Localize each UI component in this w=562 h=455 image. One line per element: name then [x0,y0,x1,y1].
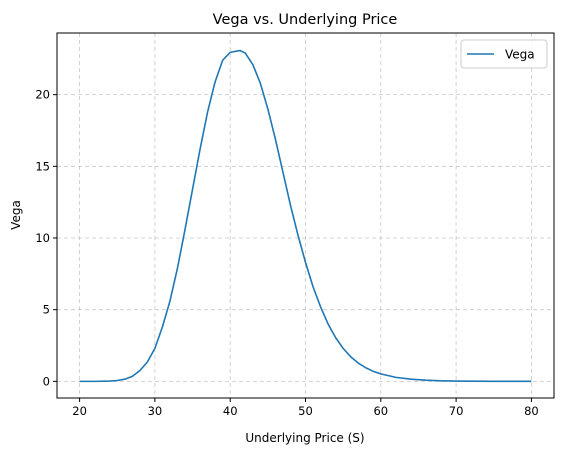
y-tick-label: 10 [35,231,50,245]
chart-title: Vega vs. Underlying Price [213,12,398,28]
y-tick-label: 20 [35,88,50,102]
y-tick-label: 5 [43,303,50,317]
grid [57,33,554,398]
y-tick-label: 15 [35,159,50,173]
x-tick-label: 40 [223,404,238,418]
legend-label-vega: Vega [505,48,535,62]
legend-box [460,39,548,69]
y-tick-label: 0 [43,374,50,388]
x-tick-label: 50 [298,404,313,418]
y-axis: 0 5 10 15 20 [35,88,57,388]
x-axis: 20 30 40 50 60 70 80 [72,398,539,418]
series-line-vega [79,49,532,383]
y-axis-label: Vega [9,200,23,230]
x-axis-label: Underlying Price (S) [245,431,364,445]
x-tick-label: 70 [449,404,464,418]
legend: Vega [460,39,548,69]
x-tick-label: 30 [148,404,163,418]
plot-area [79,49,532,383]
x-tick-label: 80 [524,404,539,418]
x-tick-label: 20 [72,404,87,418]
x-tick-label: 60 [373,404,388,418]
